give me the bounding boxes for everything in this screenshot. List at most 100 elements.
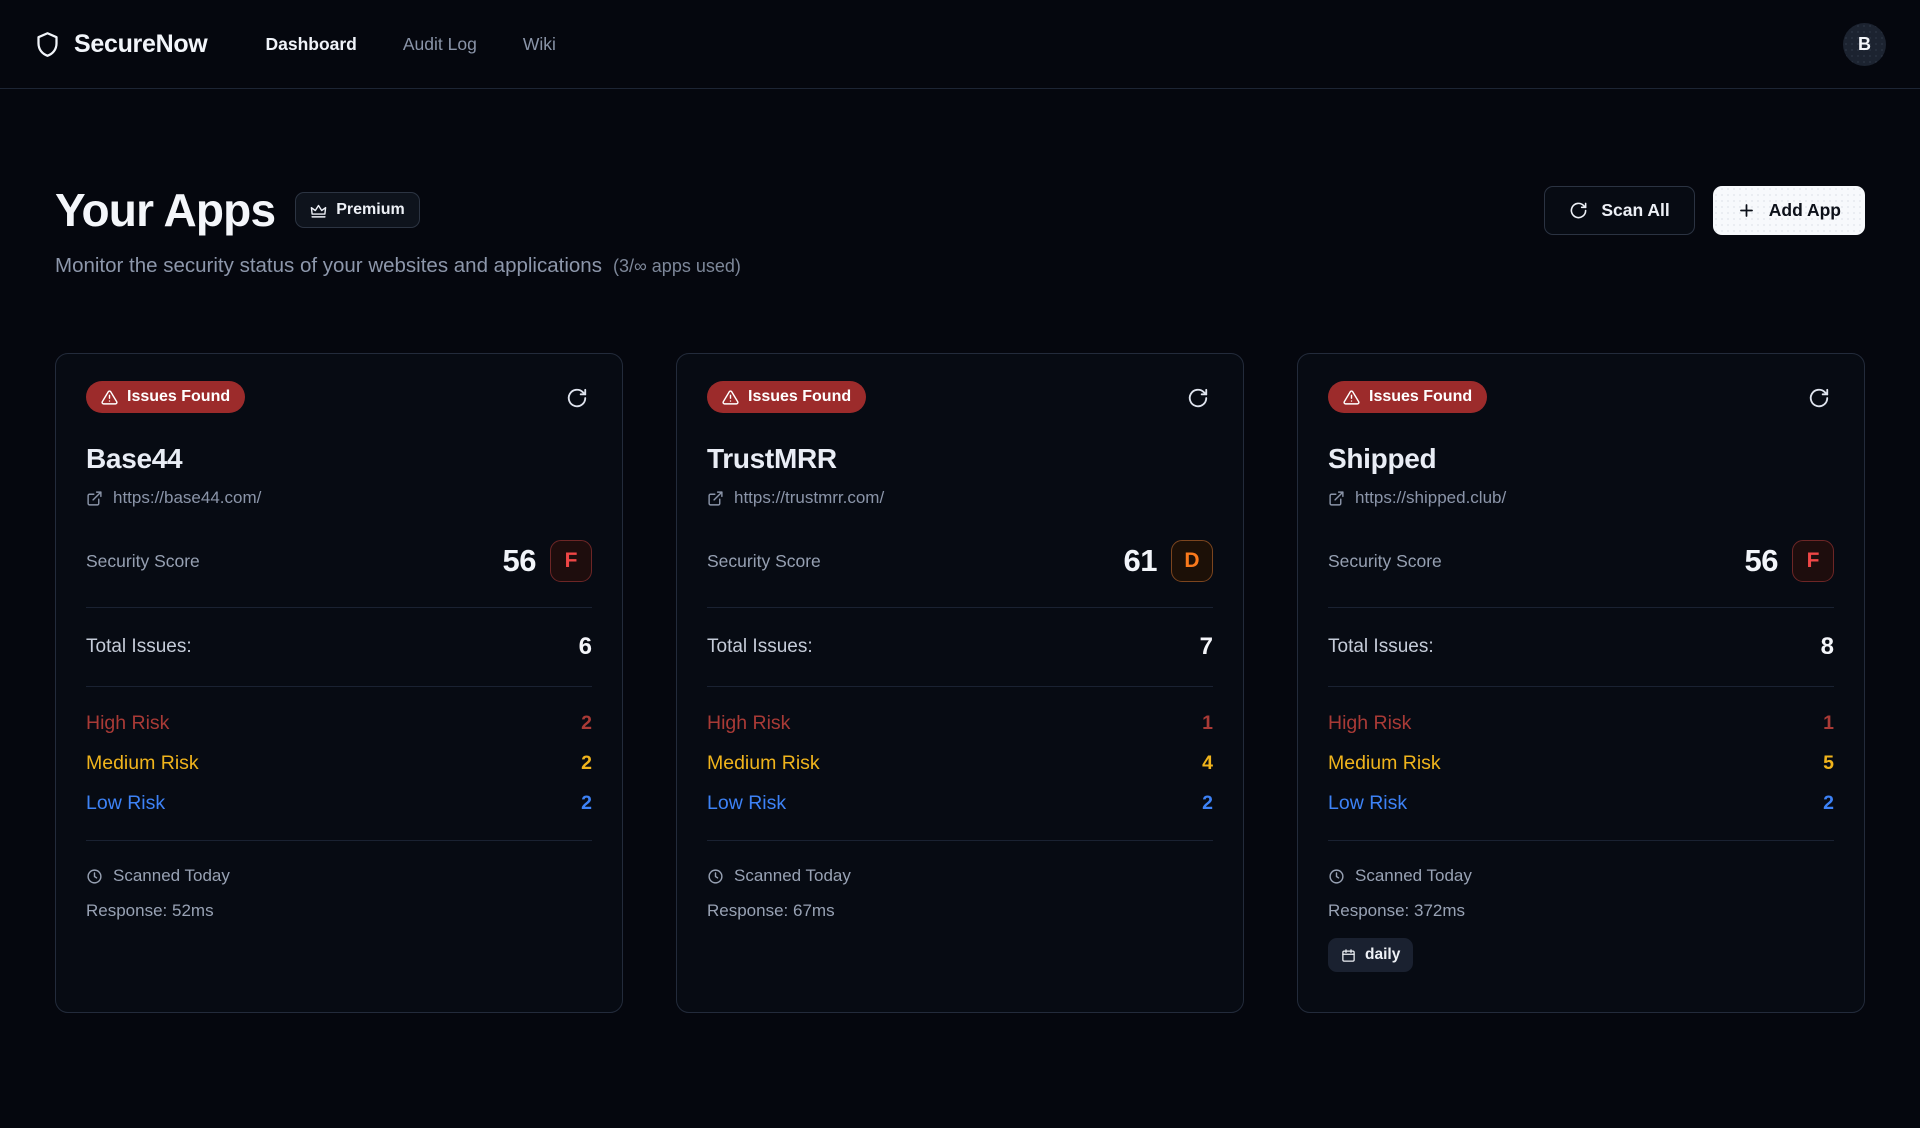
risk-row: Low Risk 2 — [1328, 792, 1834, 815]
grade-badge: F — [550, 540, 592, 582]
total-issues-value: 7 — [1199, 633, 1213, 660]
card-refresh-button[interactable] — [562, 383, 592, 413]
response-time: Response: 67ms — [707, 901, 835, 920]
risk-label: High Risk — [1328, 712, 1412, 734]
total-issues-row: Total Issues: 7 — [707, 633, 1213, 661]
security-score-row: Security Score 61 D — [707, 540, 1213, 582]
app-card: Issues Found Shipped https://shipped.clu… — [1297, 353, 1865, 1013]
risk-label: High Risk — [86, 712, 170, 734]
title-wrap: Your Apps Premium — [55, 183, 420, 237]
divider — [1328, 686, 1834, 687]
calendar-icon — [1341, 948, 1356, 963]
apps-usage-count: (3/∞ apps used) — [612, 256, 741, 276]
app-cards-grid: Issues Found Base44 https://base44.com/ … — [55, 353, 1865, 1013]
clock-icon — [1328, 868, 1345, 885]
risk-list: High Risk 2 Medium Risk 2 Low Risk 2 — [86, 712, 592, 815]
issues-found-badge: Issues Found — [1328, 381, 1488, 413]
risk-label: Medium Risk — [1328, 752, 1441, 774]
risk-value: 1 — [1202, 712, 1213, 734]
divider — [1328, 840, 1834, 841]
app-url-link[interactable]: https://base44.com/ — [86, 488, 592, 508]
security-score-value: 61 — [1123, 543, 1158, 578]
app-name: TrustMRR — [707, 443, 837, 474]
risk-row: High Risk 2 — [86, 712, 592, 735]
risk-row: Low Risk 2 — [86, 792, 592, 815]
brand[interactable]: SecureNow — [34, 29, 208, 59]
issues-badge-label: Issues Found — [1369, 388, 1473, 405]
total-issues-label: Total Issues: — [707, 636, 813, 657]
risk-label: Medium Risk — [86, 752, 199, 774]
security-score-row: Security Score 56 F — [86, 540, 592, 582]
security-score-row: Security Score 56 F — [1328, 540, 1834, 582]
risk-value: 2 — [581, 752, 592, 774]
response-time: Response: 52ms — [86, 901, 214, 920]
risk-list: High Risk 1 Medium Risk 5 Low Risk 2 — [1328, 712, 1834, 815]
risk-label: Low Risk — [86, 792, 166, 814]
risk-value: 2 — [581, 792, 592, 814]
scanned-label: Scanned Today — [1355, 866, 1472, 885]
security-score-label: Security Score — [86, 550, 200, 571]
nav-item-dashboard[interactable]: Dashboard — [265, 33, 357, 54]
app-card: Issues Found Base44 https://base44.com/ … — [55, 353, 623, 1013]
external-link-icon — [1328, 490, 1345, 507]
divider — [707, 840, 1213, 841]
brand-name: SecureNow — [74, 29, 208, 58]
total-issues-label: Total Issues: — [86, 636, 192, 657]
divider — [86, 686, 592, 687]
total-issues-label: Total Issues: — [1328, 636, 1434, 657]
risk-value: 2 — [1823, 792, 1834, 814]
scan-all-button[interactable]: Scan All — [1544, 185, 1695, 235]
card-refresh-button[interactable] — [1183, 383, 1213, 413]
nav-links: Dashboard Audit Log Wiki — [265, 34, 555, 55]
card-header: Issues Found — [1328, 381, 1834, 413]
premium-badge: Premium — [295, 192, 420, 228]
card-refresh-button[interactable] — [1804, 383, 1834, 413]
risk-label: Low Risk — [707, 792, 787, 814]
schedule-label: daily — [1365, 946, 1401, 963]
nav-item-wiki[interactable]: Wiki — [522, 33, 556, 54]
scanned-label: Scanned Today — [734, 866, 851, 885]
warning-triangle-icon — [101, 389, 118, 406]
plus-icon — [1737, 201, 1756, 220]
refresh-icon — [1569, 201, 1588, 220]
risk-value: 4 — [1202, 752, 1213, 774]
issues-badge-label: Issues Found — [748, 388, 852, 405]
main-content: Your Apps Premium Scan All — [0, 183, 1920, 1013]
scanned-status: Scanned Today — [86, 866, 592, 886]
app-url-link[interactable]: https://shipped.club/ — [1328, 488, 1834, 508]
scanned-label: Scanned Today — [113, 866, 230, 885]
avatar[interactable]: B — [1843, 22, 1886, 66]
total-issues-row: Total Issues: 8 — [1328, 633, 1834, 661]
add-app-button[interactable]: Add App — [1712, 185, 1865, 235]
app-url-text: https://shipped.club/ — [1355, 488, 1507, 507]
crown-icon — [310, 202, 327, 219]
page-subtitle: Monitor the security status of your webs… — [55, 254, 602, 277]
warning-triangle-icon — [722, 389, 739, 406]
external-link-icon — [707, 490, 724, 507]
app-card: Issues Found TrustMRR https://trustmrr.c… — [676, 353, 1244, 1013]
divider — [707, 607, 1213, 608]
risk-row: Medium Risk 5 — [1328, 752, 1834, 775]
security-score-label: Security Score — [1328, 550, 1442, 571]
card-header: Issues Found — [707, 381, 1213, 413]
subtitle-row: Monitor the security status of your webs… — [55, 254, 1865, 278]
scanned-status: Scanned Today — [707, 866, 1213, 886]
risk-value: 1 — [1823, 712, 1834, 734]
risk-row: Medium Risk 2 — [86, 752, 592, 775]
app-name: Base44 — [86, 443, 183, 474]
clock-icon — [86, 868, 103, 885]
divider — [86, 607, 592, 608]
app-url-text: https://trustmrr.com/ — [734, 488, 885, 507]
navbar: SecureNow Dashboard Audit Log Wiki B — [0, 0, 1920, 89]
risk-value: 2 — [1202, 792, 1213, 814]
divider — [86, 840, 592, 841]
premium-label: Premium — [336, 201, 405, 218]
nav-item-audit-log[interactable]: Audit Log — [402, 33, 477, 54]
issues-badge-label: Issues Found — [127, 388, 231, 405]
issues-found-badge: Issues Found — [707, 381, 867, 413]
external-link-icon — [86, 490, 103, 507]
grade-badge: F — [1792, 540, 1834, 582]
risk-label: Low Risk — [1328, 792, 1408, 814]
risk-value: 5 — [1823, 752, 1834, 774]
app-url-link[interactable]: https://trustmrr.com/ — [707, 488, 1213, 508]
